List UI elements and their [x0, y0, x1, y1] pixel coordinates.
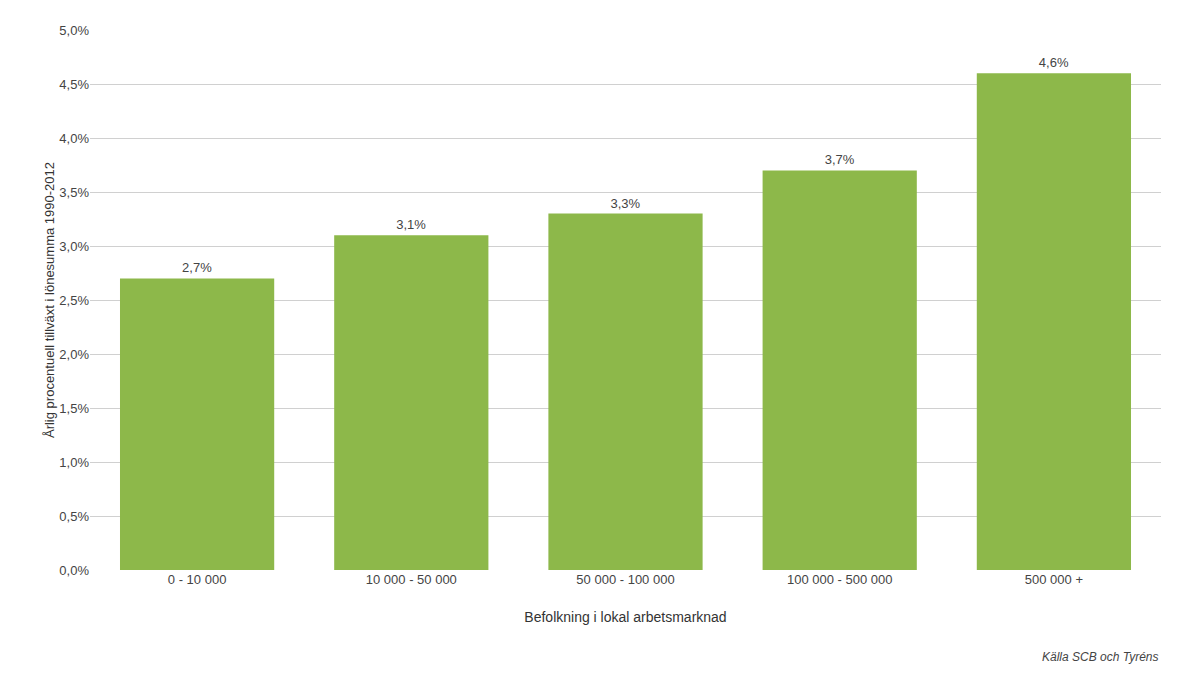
- svg-text:Årlig procentuell tillväxt i l: Årlig procentuell tillväxt i lönesumma 1…: [42, 162, 57, 438]
- svg-text:100 000 - 500 000: 100 000 - 500 000: [787, 572, 893, 587]
- svg-text:2,5%: 2,5%: [59, 293, 89, 308]
- svg-text:500 000 +: 500 000 +: [1025, 572, 1083, 587]
- svg-text:0,5%: 0,5%: [59, 509, 89, 524]
- svg-text:Källa SCB och Tyréns: Källa SCB och Tyréns: [1042, 650, 1159, 664]
- svg-text:3,7%: 3,7%: [825, 152, 855, 167]
- svg-text:4,6%: 4,6%: [1039, 55, 1069, 70]
- svg-text:3,5%: 3,5%: [59, 185, 89, 200]
- svg-text:2,0%: 2,0%: [59, 347, 89, 362]
- svg-text:10 000 - 50 000: 10 000 - 50 000: [366, 572, 457, 587]
- svg-text:1,5%: 1,5%: [59, 401, 89, 416]
- svg-text:3,0%: 3,0%: [59, 239, 89, 254]
- svg-text:5,0%: 5,0%: [59, 23, 89, 38]
- svg-text:3,3%: 3,3%: [610, 196, 640, 211]
- svg-text:4,5%: 4,5%: [59, 77, 89, 92]
- svg-text:4,0%: 4,0%: [59, 131, 89, 146]
- svg-text:1,0%: 1,0%: [59, 455, 89, 470]
- svg-text:2,7%: 2,7%: [182, 260, 212, 275]
- svg-text:Befolkning i lokal arbetsmarkn: Befolkning i lokal arbetsmarknad: [524, 609, 726, 625]
- svg-text:0 - 10 000: 0 - 10 000: [168, 572, 227, 587]
- svg-text:0,0%: 0,0%: [59, 563, 89, 578]
- svg-text:3,1%: 3,1%: [396, 217, 426, 232]
- svg-text:50 000 - 100 000: 50 000 - 100 000: [576, 572, 674, 587]
